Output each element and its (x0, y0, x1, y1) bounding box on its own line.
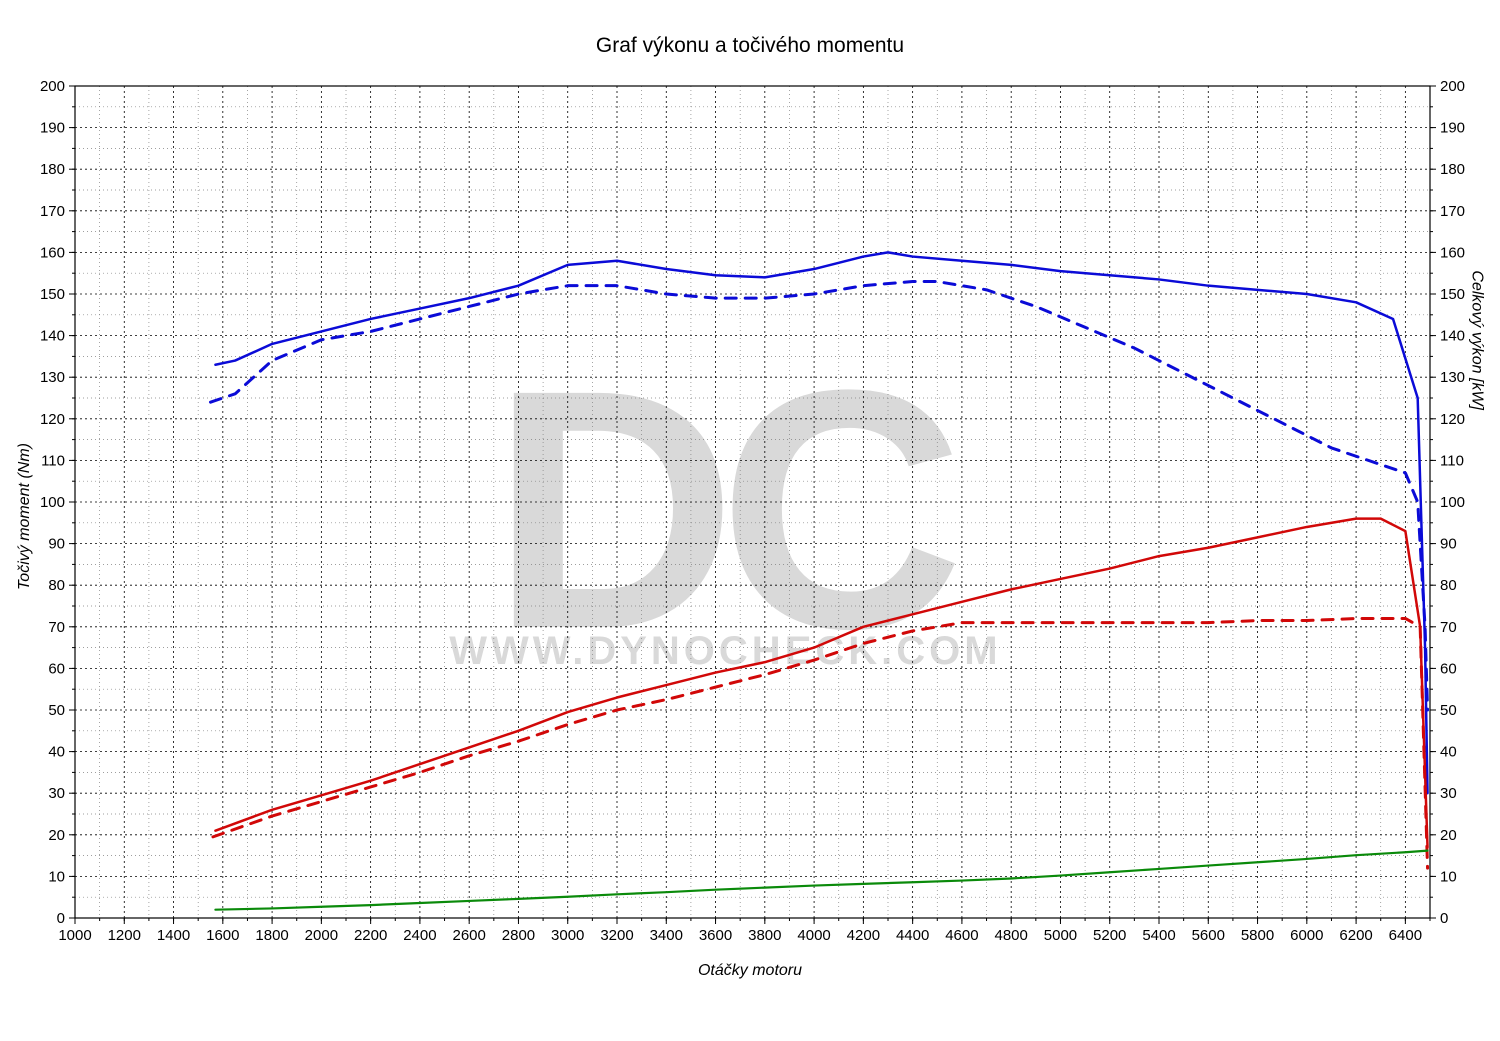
svg-text:3600: 3600 (699, 927, 732, 944)
svg-text:3400: 3400 (650, 927, 683, 944)
svg-text:90: 90 (1440, 536, 1457, 553)
svg-text:140: 140 (40, 328, 65, 345)
svg-text:1200: 1200 (108, 927, 141, 944)
svg-text:2000: 2000 (305, 927, 338, 944)
svg-text:100: 100 (1440, 494, 1465, 511)
svg-text:160: 160 (40, 244, 65, 261)
svg-text:50: 50 (1440, 702, 1457, 719)
svg-text:20: 20 (48, 827, 65, 844)
series-losses (215, 851, 1427, 910)
svg-text:160: 160 (1440, 244, 1465, 261)
svg-text:4800: 4800 (994, 927, 1027, 944)
svg-text:5000: 5000 (1044, 927, 1077, 944)
svg-text:40: 40 (1440, 744, 1457, 761)
svg-text:4000: 4000 (797, 927, 830, 944)
svg-text:2600: 2600 (452, 927, 485, 944)
svg-text:180: 180 (40, 161, 65, 178)
svg-text:10: 10 (48, 868, 65, 885)
svg-text:6400: 6400 (1389, 927, 1422, 944)
svg-text:2400: 2400 (403, 927, 436, 944)
x-label: Otáčky motoru (0, 962, 1500, 980)
svg-text:80: 80 (1440, 577, 1457, 594)
svg-text:30: 30 (48, 785, 65, 802)
svg-text:170: 170 (1440, 203, 1465, 220)
svg-text:90: 90 (48, 536, 65, 553)
svg-text:60: 60 (1440, 660, 1457, 677)
svg-text:4600: 4600 (945, 927, 978, 944)
svg-text:120: 120 (1440, 411, 1465, 428)
svg-text:4200: 4200 (847, 927, 880, 944)
svg-text:140: 140 (1440, 328, 1465, 345)
svg-text:40: 40 (48, 744, 65, 761)
svg-text:190: 190 (40, 120, 65, 137)
svg-text:190: 190 (1440, 120, 1465, 137)
svg-text:2800: 2800 (502, 927, 535, 944)
svg-text:30: 30 (1440, 785, 1457, 802)
svg-text:1400: 1400 (157, 927, 190, 944)
svg-text:2200: 2200 (354, 927, 387, 944)
svg-text:0: 0 (1440, 910, 1448, 927)
svg-text:6000: 6000 (1290, 927, 1323, 944)
svg-text:80: 80 (48, 577, 65, 594)
dyno-chart-page: Graf výkonu a točivého momentu Točivý mo… (0, 0, 1500, 1041)
svg-text:5600: 5600 (1192, 927, 1225, 944)
svg-text:10: 10 (1440, 868, 1457, 885)
svg-text:3200: 3200 (600, 927, 633, 944)
svg-text:170: 170 (40, 203, 65, 220)
svg-text:200: 200 (1440, 78, 1465, 95)
svg-text:150: 150 (1440, 286, 1465, 303)
svg-text:5800: 5800 (1241, 927, 1274, 944)
svg-text:110: 110 (41, 452, 65, 469)
svg-text:6200: 6200 (1339, 927, 1372, 944)
svg-text:130: 130 (1440, 369, 1465, 386)
svg-text:70: 70 (1440, 619, 1457, 636)
svg-text:3000: 3000 (551, 927, 584, 944)
svg-text:1600: 1600 (206, 927, 239, 944)
svg-text:70: 70 (48, 619, 65, 636)
svg-text:3800: 3800 (748, 927, 781, 944)
svg-text:60: 60 (48, 660, 65, 677)
svg-text:120: 120 (40, 411, 65, 428)
svg-text:180: 180 (1440, 161, 1465, 178)
svg-text:5400: 5400 (1142, 927, 1175, 944)
svg-text:4400: 4400 (896, 927, 929, 944)
svg-text:1800: 1800 (255, 927, 288, 944)
svg-text:130: 130 (40, 369, 65, 386)
svg-text:20: 20 (1440, 827, 1457, 844)
svg-text:5200: 5200 (1093, 927, 1126, 944)
svg-text:WWW.DYNOCHECK.COM: WWW.DYNOCHECK.COM (449, 629, 1001, 673)
svg-text:50: 50 (48, 702, 65, 719)
svg-text:0: 0 (57, 910, 65, 927)
svg-text:200: 200 (40, 78, 65, 95)
chart-plot: DCWWW.DYNOCHECK.COM100012001400160018002… (0, 0, 1500, 1041)
svg-text:150: 150 (40, 286, 65, 303)
svg-text:1000: 1000 (58, 927, 91, 944)
svg-text:110: 110 (1440, 452, 1464, 469)
svg-text:100: 100 (40, 494, 65, 511)
